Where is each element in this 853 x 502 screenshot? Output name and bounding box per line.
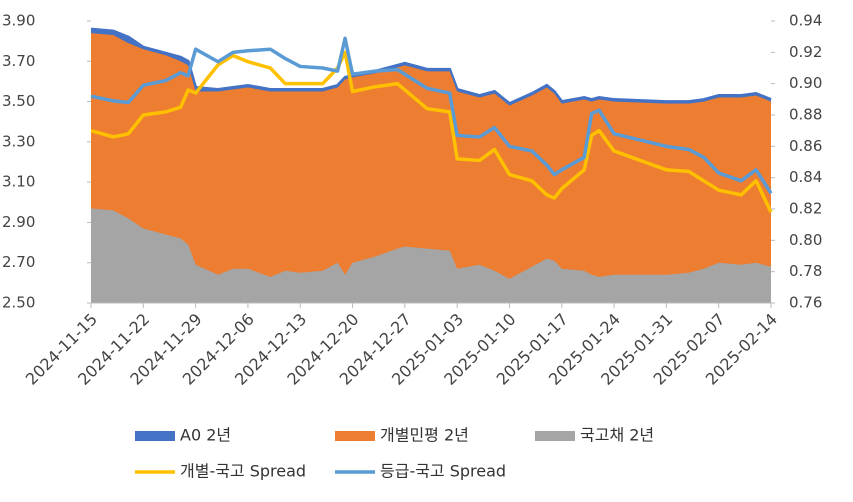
legend-swatch: [535, 431, 575, 441]
y2-tick-label: 0.82: [789, 200, 822, 218]
line: [90, 36, 773, 195]
line: [90, 50, 773, 213]
legend-label: 개별-국고 Spread: [180, 462, 306, 481]
y2-tick-label: 0.90: [789, 74, 822, 92]
y-tick-label: 2.70: [2, 253, 35, 271]
legend-label: 등급-국고 Spread: [380, 462, 506, 481]
y-tick-label: 2.50: [2, 294, 35, 312]
y-tick-label: 3.50: [2, 92, 35, 110]
y2-tick-label: 0.86: [789, 137, 822, 155]
y2-tick-label: 0.76: [789, 294, 822, 312]
y2-tick-label: 0.94: [789, 12, 822, 30]
legend-label: 개별민평 2년: [380, 426, 469, 445]
y2-tick-label: 0.78: [789, 262, 822, 280]
y2-tick-label: 0.84: [789, 168, 822, 186]
y-tick-label: 2.90: [2, 213, 35, 231]
y2-tick-label: 0.88: [789, 106, 822, 124]
area: [91, 33, 771, 303]
y-tick-label: 3.70: [2, 52, 35, 70]
legend-swatch: [135, 431, 175, 441]
y2-tick-label: 0.80: [789, 231, 822, 249]
area: [91, 208, 771, 303]
area-edge: [90, 27, 772, 106]
legend-label: A0 2년: [180, 426, 231, 445]
y2-tick-label: 0.92: [789, 43, 822, 61]
y-tick-label: 3.90: [2, 12, 35, 30]
legend-swatch: [335, 431, 375, 441]
y-tick-label: 3.10: [2, 173, 35, 191]
legend-label: 국고채 2년: [580, 426, 654, 445]
y-tick-label: 3.30: [2, 132, 35, 150]
